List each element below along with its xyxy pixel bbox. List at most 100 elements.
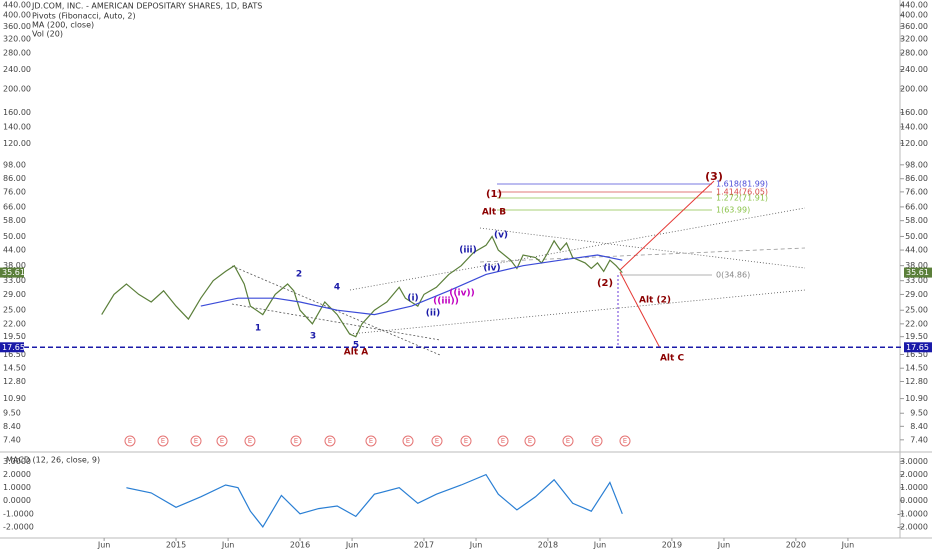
y-tick-label: 120.00	[3, 139, 31, 148]
y-tick-label: 44.00	[905, 246, 928, 255]
earnings-circle	[365, 435, 377, 447]
earnings-label: E	[161, 437, 165, 445]
y-tick-label: 7.40	[910, 435, 928, 444]
y-tick-label: 140.00	[3, 122, 31, 131]
earnings-label: E	[194, 437, 198, 445]
y-tick-label: -1.0000	[3, 509, 34, 518]
y-tick-label: 86.00	[3, 174, 26, 183]
earnings-label: E	[248, 437, 252, 445]
earnings-label: E	[464, 437, 468, 445]
earnings-label: E	[566, 437, 570, 445]
y-tick-label: 50.00	[3, 232, 26, 241]
earnings-circle	[124, 435, 136, 447]
wave-label: Alt C	[660, 354, 684, 364]
y-tick-label: -2.0000	[897, 522, 928, 531]
y-tick-label: 25.00	[3, 306, 26, 315]
y-tick-label: -1.0000	[897, 509, 928, 518]
earnings-circle	[324, 435, 336, 447]
y-tick-label: 22.00	[3, 319, 26, 328]
earnings-label: E	[501, 437, 505, 445]
y-tick-label: 8.40	[3, 422, 21, 431]
earnings-circle	[431, 435, 443, 447]
wave-label: (i)	[407, 294, 418, 304]
y-tick-label: 19.50	[3, 332, 26, 341]
y-tick-label: 50.00	[905, 232, 928, 241]
fib-label: 1(63.99)	[716, 206, 750, 215]
wave-label: (iii)	[459, 246, 476, 256]
y-tick-label: 2.0000	[3, 470, 31, 479]
y-tick-label: 29.00	[3, 290, 26, 299]
x-tick-label: 2018	[538, 541, 558, 550]
y-tick-label: 7.40	[3, 435, 21, 444]
earnings-label: E	[294, 437, 298, 445]
y-tick-label: 240.00	[900, 65, 928, 74]
wave-label: (iv)	[483, 264, 500, 274]
y-tick-label: 14.50	[3, 364, 26, 373]
y-tick-label: 9.50	[910, 409, 928, 418]
x-tick-label: Jun	[841, 541, 855, 550]
price-box	[904, 267, 932, 278]
earnings-circle	[290, 435, 302, 447]
y-tick-label: 33.00	[3, 276, 26, 285]
y-tick-label: 1.0000	[900, 483, 928, 492]
indicator-label: MA (200, close)	[32, 21, 94, 30]
earnings-circle	[244, 435, 256, 447]
x-tick-label: Jun	[593, 541, 607, 550]
wave-label: 5	[353, 341, 359, 351]
y-tick-label: 38.00	[3, 261, 26, 270]
y-tick-label: 2.0000	[900, 470, 928, 479]
x-tick-label: 2020	[786, 541, 806, 550]
wave-label: Alt (2)	[639, 296, 671, 306]
projection-arrows	[617, 180, 715, 349]
earnings-label: E	[220, 437, 224, 445]
price-box-label: 17.65	[906, 343, 929, 352]
y-tick-label: 10.90	[3, 394, 26, 403]
y-tick-label: 22.00	[905, 319, 928, 328]
chart-title: JD.COM, INC. - AMERICAN DEPOSITARY SHARE…	[31, 2, 262, 11]
price-box	[0, 342, 24, 353]
x-tick-label: Jun	[221, 541, 235, 550]
x-tick-label: 2015	[166, 541, 186, 550]
earnings-label: E	[406, 437, 410, 445]
fib-label: 1.618(81.99)	[716, 180, 768, 189]
y-tick-label: 320.00	[900, 34, 928, 43]
y-tick-label: 66.00	[3, 202, 26, 211]
fib-label: 0(34.86)	[716, 271, 750, 280]
x-tick-label: 2017	[414, 541, 434, 550]
wave-label: (3)	[705, 170, 723, 183]
y-tick-label: 140.00	[900, 122, 928, 131]
y-tick-label: 86.00	[905, 174, 928, 183]
earnings-label: E	[328, 437, 332, 445]
y-tick-label: 400.00	[900, 11, 928, 20]
series-line	[101, 235, 623, 338]
x-tick-label: 2016	[290, 541, 310, 550]
y-tick-label: 120.00	[900, 139, 928, 148]
series-line	[126, 473, 623, 528]
fib-label: 1.272(71.91)	[716, 194, 768, 203]
wave-label: (2)	[597, 278, 613, 289]
x-tick-label: Jun	[717, 541, 731, 550]
earnings-circle	[460, 435, 472, 447]
wave-label: ((iii))	[433, 297, 459, 307]
x-tick-label: Jun	[469, 541, 483, 550]
earnings-label: E	[528, 437, 532, 445]
y-tick-label: 160.00	[900, 108, 928, 117]
y-tick-label: 440.00	[900, 0, 928, 9]
wave-label: Alt B	[482, 208, 506, 218]
price-box	[904, 342, 932, 353]
y-tick-label: 12.80	[905, 377, 928, 386]
indicator-label: Pivots (Fibonacci, Auto, 2)	[32, 12, 136, 21]
earnings-circle	[524, 435, 536, 447]
y-tick-label: 200.00	[3, 84, 31, 93]
y-tick-label: 12.80	[3, 377, 26, 386]
earnings-circle	[402, 435, 414, 447]
y-tick-label: 33.00	[905, 276, 928, 285]
y-tick-label: 240.00	[3, 65, 31, 74]
earnings-label: E	[623, 437, 627, 445]
price-box-label: 35.61	[2, 268, 25, 277]
y-tick-label: 16.50	[905, 350, 928, 359]
x-tick-label: Jun	[345, 541, 359, 550]
y-tick-label: 98.00	[3, 160, 26, 169]
y-tick-label: 58.00	[905, 216, 928, 225]
